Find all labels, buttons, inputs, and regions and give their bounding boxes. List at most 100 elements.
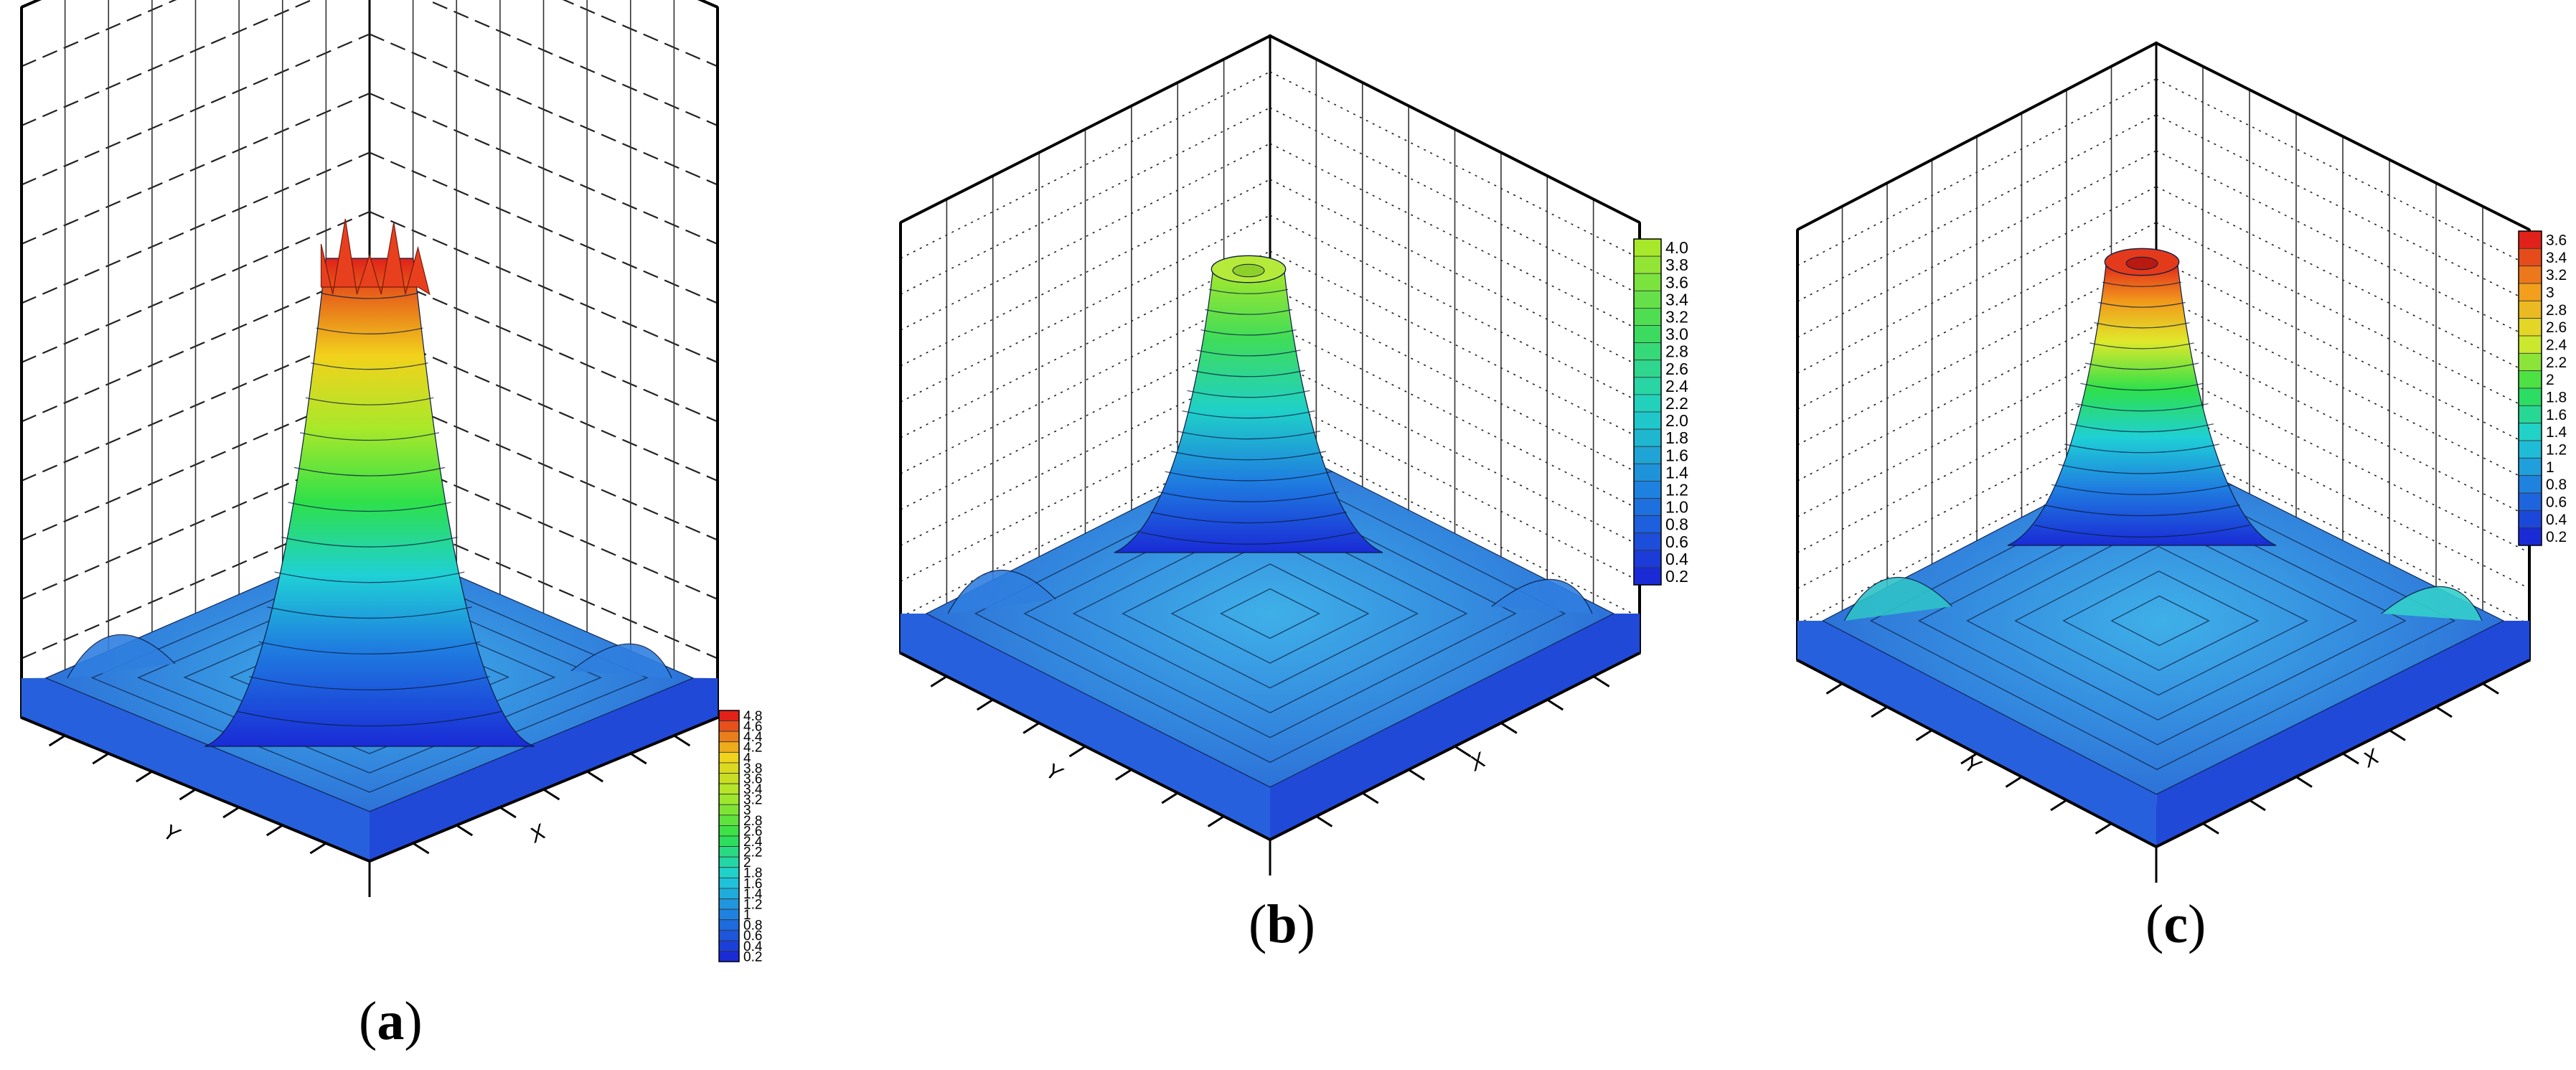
colorbar-swatch xyxy=(718,951,740,962)
colorbar-swatch xyxy=(2518,248,2542,267)
axis-tick-x xyxy=(1408,769,1425,781)
gridline-right xyxy=(1269,286,1640,474)
axis-tick-x xyxy=(1361,792,1379,804)
peak-contour xyxy=(2084,362,2199,370)
axis-label-y: Y xyxy=(1042,759,1067,787)
caption-c: (c) xyxy=(2145,894,2206,954)
colorbar-tick-label: 3.2 xyxy=(2546,267,2567,283)
colorbar-swatch xyxy=(1633,307,1662,326)
colorbar-tick-label: 1.4 xyxy=(1665,463,1688,482)
axis-tick-y xyxy=(930,675,948,687)
axis-tick-x xyxy=(2342,752,2359,765)
colorbar-swatch xyxy=(718,919,740,931)
colorbar-tick-label: 0.2 xyxy=(1665,567,1688,586)
colorbar-swatch xyxy=(718,909,740,921)
surface-ridge-left xyxy=(947,569,1056,614)
colorbar-tick-label: 4.6 xyxy=(743,720,762,735)
colorbar-swatch xyxy=(718,877,740,889)
axis-tick-x xyxy=(1546,698,1564,711)
contour-line xyxy=(1170,563,1370,664)
colorbar-tick-label: 0.2 xyxy=(2546,529,2567,545)
peak-contour xyxy=(2094,322,2190,329)
colorbar-swatch xyxy=(2518,318,2542,337)
colorbar-swatch xyxy=(2518,230,2542,249)
peak-contour xyxy=(1196,349,1301,357)
colorbar-tick-label: 0.6 xyxy=(1665,532,1688,551)
peak-contour xyxy=(293,466,446,477)
peak-contour xyxy=(1205,309,1292,315)
surface-front-left xyxy=(1797,621,2157,847)
axis-tick-x xyxy=(2249,799,2266,812)
colorbar-tick-label: 2.8 xyxy=(1665,342,1688,361)
gridline-right xyxy=(1269,71,1640,259)
axis-line-x xyxy=(2156,659,2530,848)
axis-tick-y xyxy=(179,788,197,801)
colorbar-swatch xyxy=(1633,394,1662,413)
axis-tick-x xyxy=(673,734,691,747)
colorbar-swatch xyxy=(1633,498,1662,517)
contour-line xyxy=(1966,521,2358,721)
colorbar-swatch xyxy=(2518,492,2542,511)
colorbar-tick-label: 2.6 xyxy=(743,824,762,839)
colorbar-swatch xyxy=(718,773,740,784)
axis-ticks xyxy=(48,734,691,855)
colorbar-swatch xyxy=(1633,550,1662,568)
peak-contour xyxy=(299,432,440,441)
colorbar-swatch xyxy=(1633,360,1662,378)
axis-tick-y xyxy=(1207,815,1225,827)
axis-tick-y xyxy=(1915,729,1933,741)
wall-gridlines xyxy=(900,59,1640,630)
axis-tick-x xyxy=(499,806,517,819)
colorbar-swatch xyxy=(718,741,740,753)
gridline-left xyxy=(900,179,1271,367)
colorbar-tick-label: 3.6 xyxy=(743,771,762,787)
chart-panel-c: XY3.63.43.232.82.62.42.221.81.61.41.210.… xyxy=(1796,41,2567,883)
axis-tick-y xyxy=(265,824,283,837)
peak-contour xyxy=(1176,431,1321,440)
surface-plateau xyxy=(925,439,1615,788)
peak-contour xyxy=(1158,491,1339,502)
axis-ticks xyxy=(930,675,1610,827)
axis-tick-y xyxy=(48,734,66,747)
peak-contour xyxy=(1200,329,1297,336)
axis-tick-y xyxy=(2050,799,2067,812)
colorbar-tick-label: 2.6 xyxy=(2546,319,2567,336)
colorbar-tick-label: 4.4 xyxy=(743,730,763,745)
surface-peak xyxy=(205,218,535,747)
colorbar-tick-label: 1.6 xyxy=(743,876,762,891)
colorbar-swatch xyxy=(1633,428,1662,447)
colorbar-frame xyxy=(2518,230,2542,546)
peak-contour xyxy=(1140,532,1357,545)
colorbar-swatch xyxy=(718,751,740,764)
colorbar-tick-label: 1.4 xyxy=(743,887,763,902)
peak-contour xyxy=(2098,301,2186,308)
colorbar-tick-label: 4.8 xyxy=(743,709,762,724)
colorbar-tick-label: 1.2 xyxy=(743,897,762,912)
peak-contour xyxy=(1187,390,1310,398)
colorbar-tick-label: 2.2 xyxy=(743,845,762,860)
axis-tick-y xyxy=(309,842,327,855)
peak-contour xyxy=(316,327,423,334)
axis-ticks xyxy=(1825,682,2499,835)
gridline-right xyxy=(1269,430,1640,618)
axis-line-y xyxy=(1797,659,2157,848)
axis-label-x: X xyxy=(525,820,550,848)
colorbar-swatch xyxy=(718,835,740,847)
axis-tick-x xyxy=(586,770,603,783)
colorbar-swatch xyxy=(1633,255,1662,274)
axis-tick-x xyxy=(2482,682,2499,695)
colorbar-swatch xyxy=(2518,457,2542,477)
colorbar-swatch xyxy=(718,731,740,743)
peak-contour xyxy=(2051,484,2232,495)
colorbar-tick-label: 2 xyxy=(2546,372,2554,388)
axis-line-x xyxy=(369,716,718,863)
gridline-right xyxy=(1269,179,1640,367)
surface-front-right xyxy=(2156,621,2529,847)
colorbar-tick-label: 2 xyxy=(743,855,751,870)
colorbar-tick-label: 1.2 xyxy=(1665,481,1688,499)
peak-contour xyxy=(2044,504,2240,517)
colorbar-tick-label: 0.8 xyxy=(1665,515,1688,534)
colorbar-tick-label: 0.2 xyxy=(743,949,762,965)
axis-tick-y xyxy=(1161,792,1179,804)
surface-front-left xyxy=(901,614,1270,840)
